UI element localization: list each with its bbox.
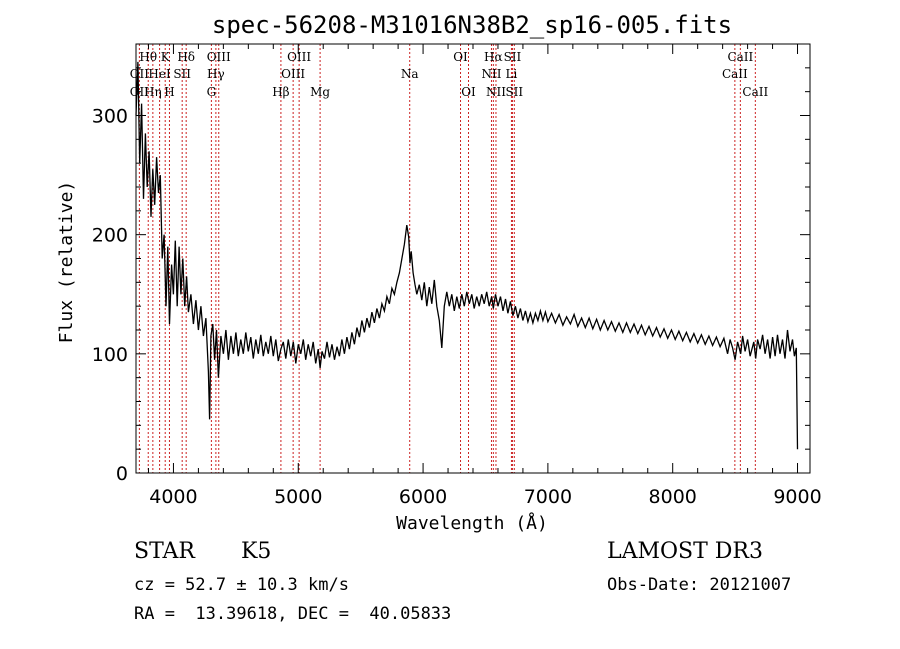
- x-tick-label-4000: 4000: [149, 486, 197, 508]
- line-label-5: K: [161, 50, 171, 64]
- line-label-25: CaII: [727, 50, 753, 64]
- x-axis-label: Wavelength (Å): [396, 512, 548, 534]
- object-subclass: K5: [241, 539, 272, 564]
- line-label-14: Hβ: [272, 85, 289, 99]
- line-label-22: Li: [506, 67, 518, 81]
- x-tick-label-9000: 9000: [773, 486, 821, 508]
- x-tick-label-8000: 8000: [649, 486, 697, 508]
- line-label-26: CaII: [722, 67, 748, 81]
- line-label-4: Hη: [144, 85, 162, 99]
- chart-title: spec-56208-M31016N38B2_sp16-005.fits: [212, 11, 732, 39]
- line-label-11: G: [207, 85, 217, 99]
- ra-dec-coordinates: RA = 13.39618, DEC = 40.05833: [134, 604, 452, 624]
- line-label-24: SII: [505, 85, 523, 99]
- line-label-21: NII: [481, 67, 501, 81]
- line-label-23: NII: [486, 85, 506, 99]
- y-tick-label-100: 100: [92, 344, 128, 366]
- y-tick-label-200: 200: [92, 225, 128, 247]
- y-axis-label: Flux (relative): [56, 181, 77, 344]
- spectrum-line-0: [135, 61, 799, 450]
- line-label-10: Hγ: [207, 67, 225, 81]
- line-label-20: SII: [504, 50, 522, 64]
- line-label-13: OIII: [281, 67, 305, 81]
- plot-frame: [135, 43, 811, 474]
- line-label-16: Na: [401, 67, 419, 81]
- line-label-6: SII: [173, 67, 191, 81]
- line-label-17: OI: [453, 50, 468, 64]
- line-label-7: H: [164, 85, 174, 99]
- line-label-27: CaII: [742, 85, 768, 99]
- observation-date: Obs-Date: 20121007: [607, 575, 792, 595]
- x-tick-label-5000: 5000: [274, 486, 322, 508]
- line-label-0: Hθ: [139, 50, 157, 64]
- line-label-8: Hδ: [177, 50, 195, 64]
- object-class: STAR: [134, 539, 195, 564]
- line-label-9: OIII: [207, 50, 231, 64]
- spectrum-series: [135, 61, 799, 450]
- survey-name: LAMOST DR3: [607, 539, 763, 564]
- redshift-velocity: cz = 52.7 ± 10.3 km/s: [134, 575, 349, 595]
- line-label-19: Hα: [484, 50, 503, 64]
- line-label-15: Mg: [310, 85, 330, 99]
- line-label-12: OIII: [287, 50, 311, 64]
- line-label-2: OII: [130, 85, 150, 99]
- y-tick-label-0: 0: [116, 463, 128, 485]
- line-label-18: OI: [461, 85, 476, 99]
- x-tick-label-6000: 6000: [399, 486, 447, 508]
- x-tick-label-7000: 7000: [524, 486, 572, 508]
- plot-axes: 4000 5000 6000 7000 8000 9000 0 100 200 300: [92, 43, 822, 508]
- line-label-3: HeI: [148, 67, 171, 81]
- line-label-1: OII: [130, 67, 150, 81]
- emission-line-markers: [138, 44, 756, 473]
- y-tick-label-300: 300: [92, 106, 128, 128]
